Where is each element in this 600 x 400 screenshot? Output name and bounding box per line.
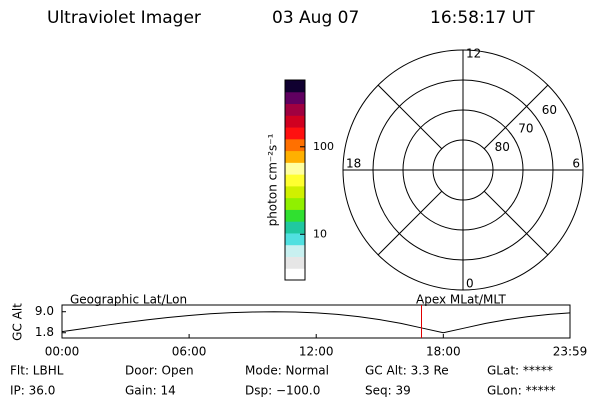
- y-axis-label: GC Alt: [11, 303, 25, 341]
- color-step: [285, 150, 305, 163]
- title: Ultraviolet Imager: [47, 8, 201, 28]
- y-tick-label: 9.0: [35, 304, 54, 318]
- mlt-spoke: [483, 84, 549, 150]
- status-field: Gain: 14: [125, 384, 176, 398]
- altitude-line: [61, 311, 571, 334]
- status-field: GC Alt: 3.3 Re: [365, 364, 449, 378]
- color-step: [285, 91, 305, 105]
- mlt-spoke: [377, 84, 443, 150]
- color-step: [285, 221, 305, 234]
- lat-circle: [402, 109, 524, 231]
- status-field: Dsp: −100.0: [245, 384, 320, 398]
- mlt-label: 12: [466, 47, 481, 61]
- lat-circle: [432, 139, 494, 201]
- tick-label: 10: [313, 227, 327, 240]
- color-step: [285, 103, 305, 116]
- date: 03 Aug 07: [272, 8, 359, 28]
- color-step: [285, 138, 305, 152]
- color-step: [285, 256, 305, 269]
- status-field: GLon: *****: [487, 384, 556, 398]
- color-step: [285, 268, 305, 281]
- color-step: [285, 127, 305, 140]
- lat-circle: [372, 79, 554, 261]
- color-step: [285, 80, 305, 93]
- color-step: [285, 185, 305, 199]
- mlt-label: 18: [346, 157, 361, 171]
- status-field: Door: Open: [125, 364, 194, 378]
- color-step: [285, 244, 305, 257]
- x-tick-label: 00:00: [45, 345, 80, 359]
- mlt-spoke: [483, 190, 549, 256]
- x-tick-label: 18:00: [426, 345, 461, 359]
- x-tick-label: 12:00: [299, 345, 334, 359]
- color-step: [285, 115, 305, 128]
- color-step: [285, 197, 305, 210]
- colorbar-label: photon cm⁻²s⁻¹: [266, 133, 280, 226]
- lat-label: 70: [518, 121, 533, 135]
- lat-label: 60: [542, 103, 557, 117]
- color-step: [285, 162, 305, 175]
- status-field: Seq: 39: [365, 384, 411, 398]
- color-step: [285, 209, 305, 222]
- x-tick-label: 23:59: [553, 345, 588, 359]
- plot-subtitle: Apex MLat/MLT: [416, 293, 506, 307]
- mlt-label: 0: [466, 277, 474, 291]
- color-step: [285, 232, 305, 246]
- time: 16:58:17 UT: [430, 8, 535, 28]
- status-field: Mode: Normal: [245, 364, 329, 378]
- color-step: [285, 174, 305, 187]
- colorbar-frame: [284, 79, 306, 281]
- status-field: IP: 36.0: [10, 384, 55, 398]
- plot-title: Geographic Lat/Lon: [70, 293, 187, 307]
- mlt-label: 6: [572, 157, 580, 171]
- x-tick-label: 06:00: [172, 345, 207, 359]
- tick-label: 100: [313, 140, 334, 153]
- mlt-spoke: [377, 190, 443, 256]
- status-field: Flt: LBHL: [10, 364, 64, 378]
- status-field: GLat: *****: [487, 364, 553, 378]
- y-tick-label: 1.8: [35, 325, 54, 339]
- lat-label: 80: [495, 140, 510, 154]
